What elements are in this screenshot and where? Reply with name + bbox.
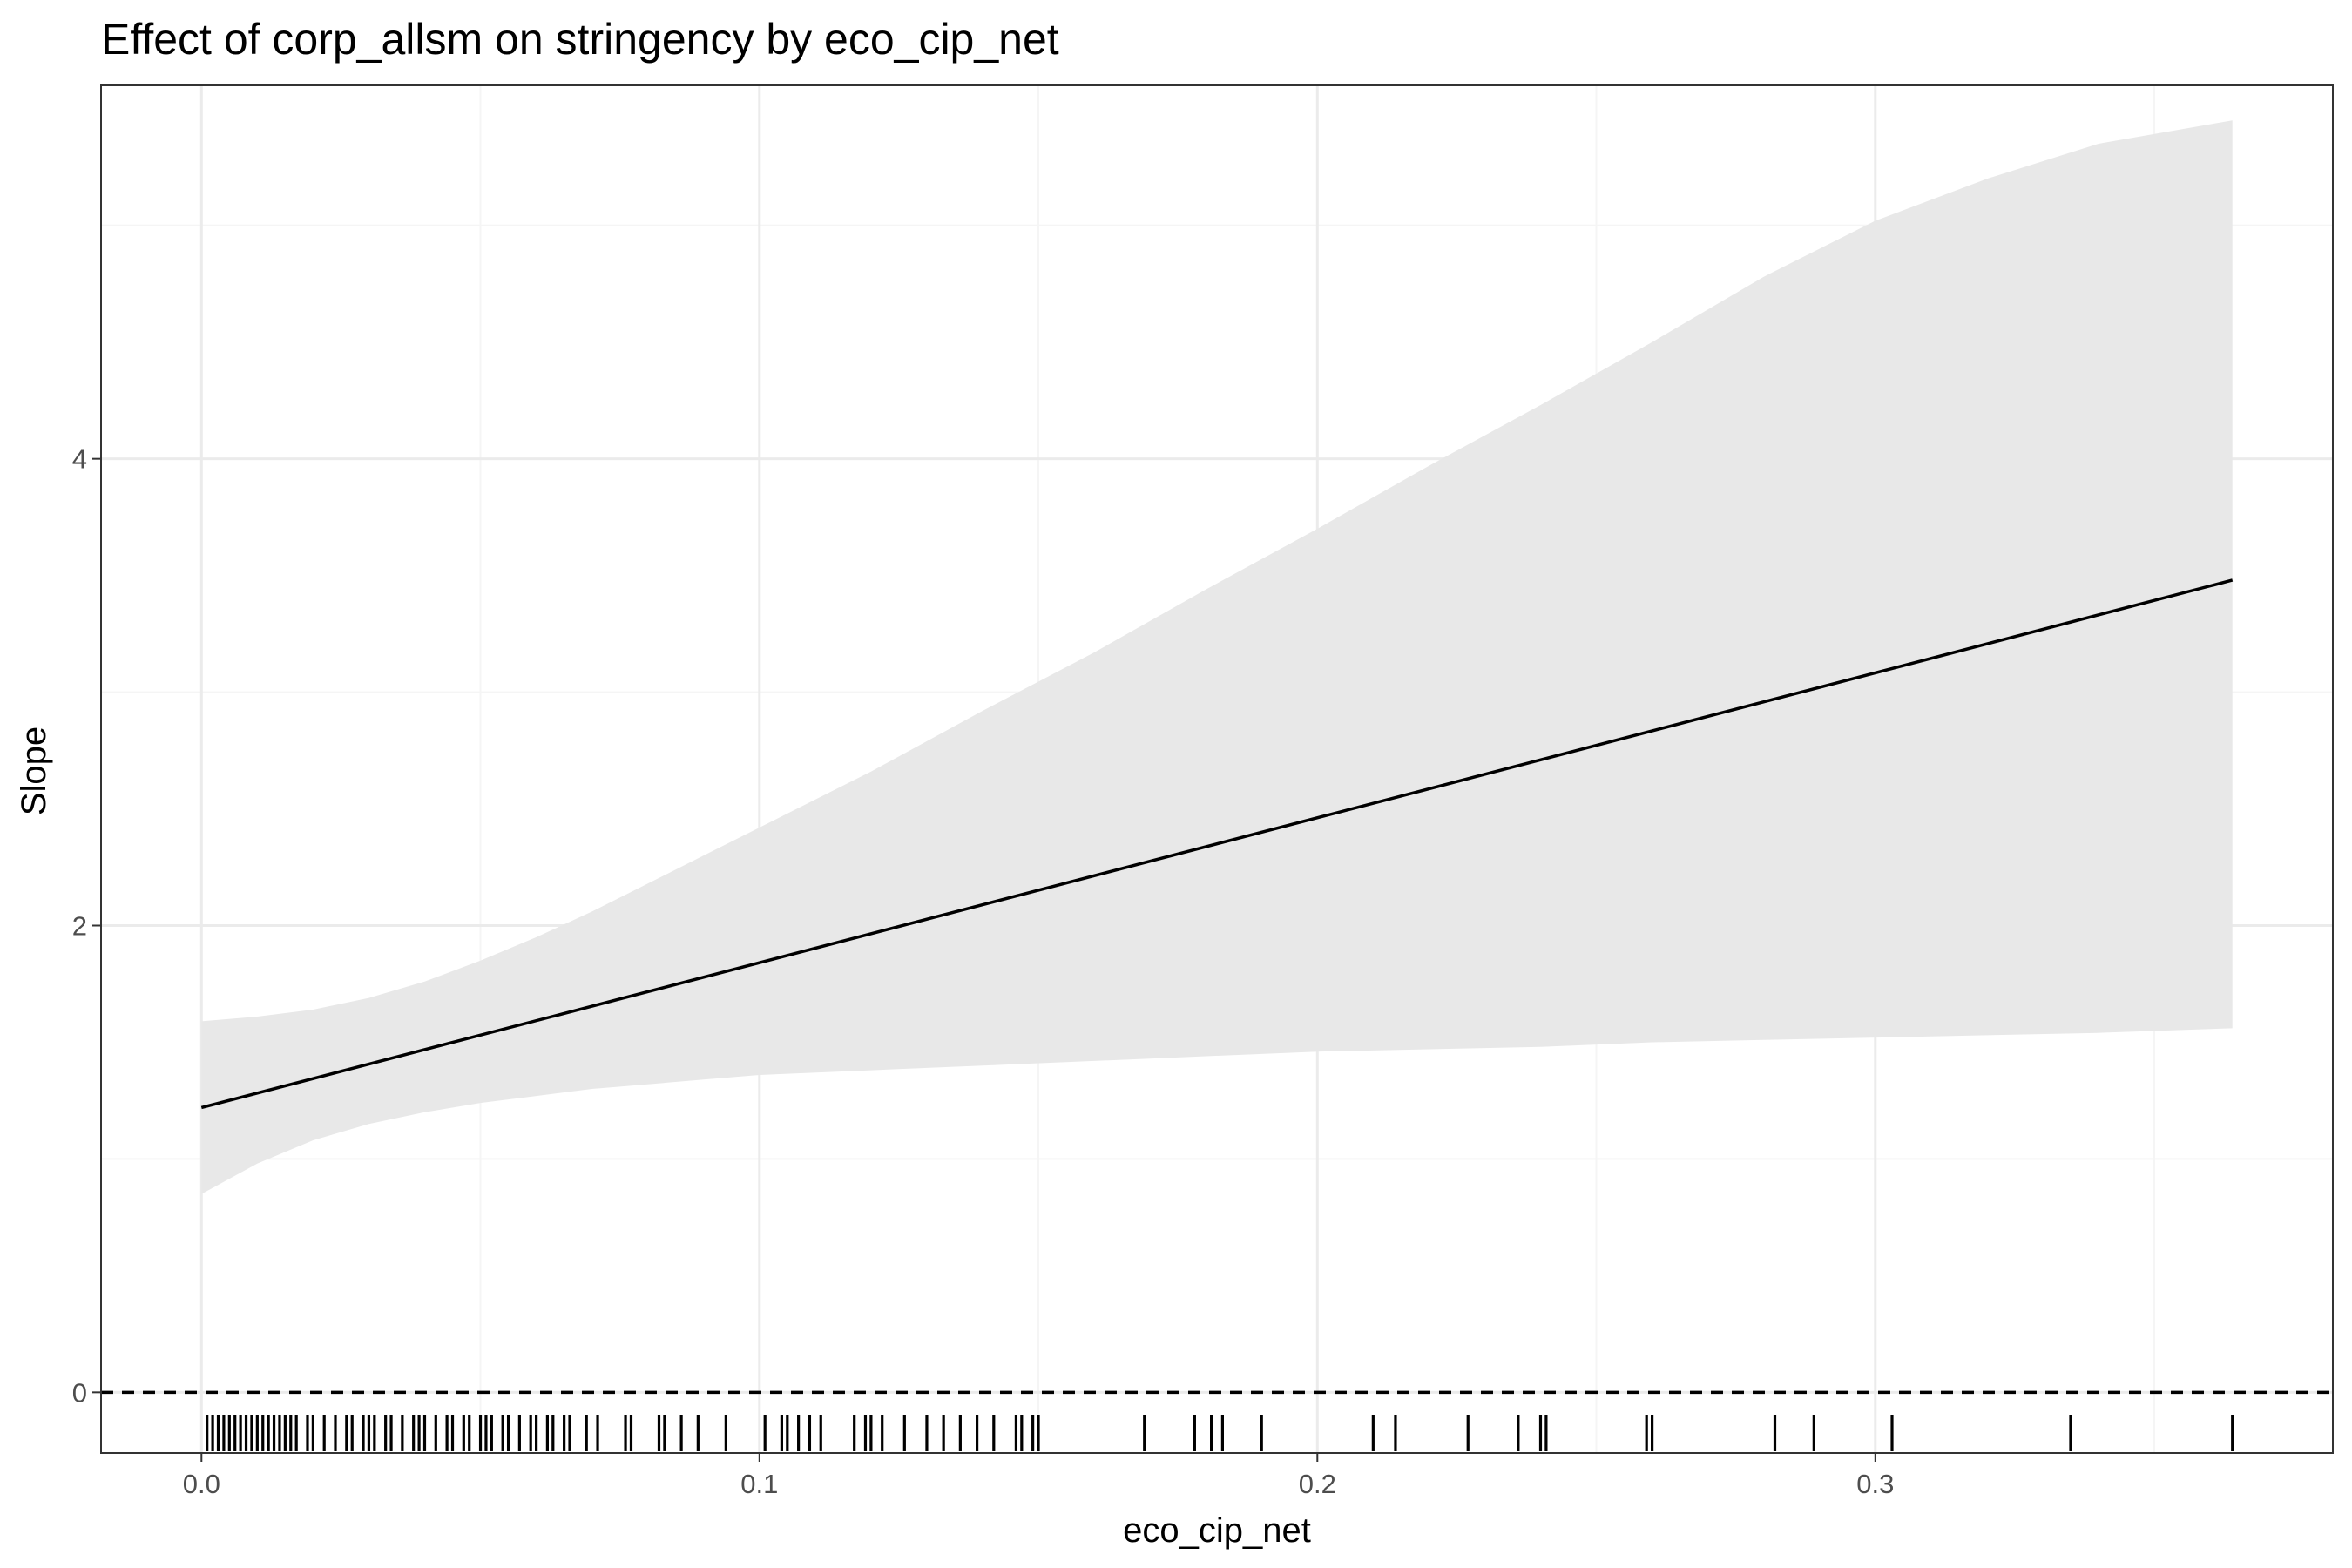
y-axis-ticks: 0 2 4 <box>72 444 101 1408</box>
x-tick-label-1: 0.1 <box>740 1469 778 1499</box>
y-tick-label-2: 4 <box>72 444 87 475</box>
x-tick-label-0: 0.0 <box>183 1469 220 1499</box>
x-tick-label-3: 0.3 <box>1856 1469 1894 1499</box>
confidence-band <box>201 120 2233 1194</box>
x-axis-ticks: 0.0 0.1 0.2 0.3 <box>183 1453 1894 1499</box>
x-tick-label-2: 0.2 <box>1299 1469 1336 1499</box>
x-axis-label: eco_cip_net <box>1123 1511 1311 1550</box>
rug-marks <box>206 1415 2234 1451</box>
y-tick-label-0: 0 <box>72 1377 87 1408</box>
panel-border <box>100 84 2334 1454</box>
y-tick-label-1: 2 <box>72 911 87 942</box>
slope-line <box>200 578 2234 1110</box>
y-axis-label: Slope <box>15 727 53 815</box>
chart-title: Effect of corp_allsm on stringency by ec… <box>101 15 1059 64</box>
